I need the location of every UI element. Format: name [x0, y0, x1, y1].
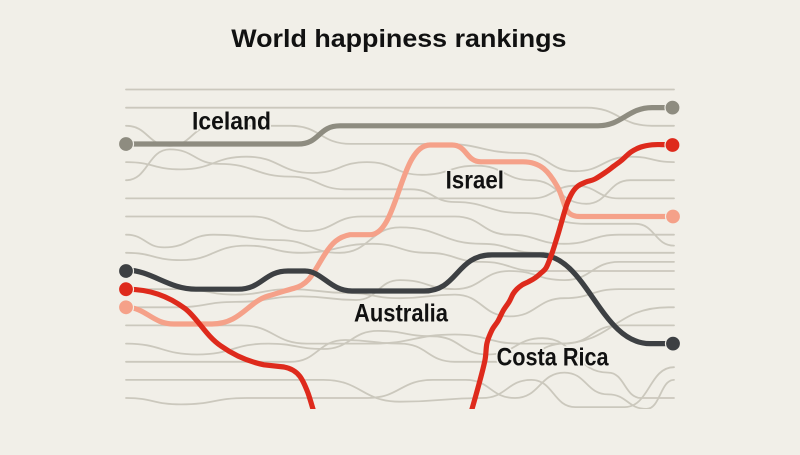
svg-text:Israel: Israel	[446, 167, 504, 195]
svg-text:Australia: Australia	[354, 300, 449, 328]
svg-text:Iceland: Iceland	[192, 107, 271, 135]
svg-text:World happiness rankings: World happiness rankings	[231, 25, 566, 53]
svg-text:Costa Rica: Costa Rica	[497, 343, 610, 371]
